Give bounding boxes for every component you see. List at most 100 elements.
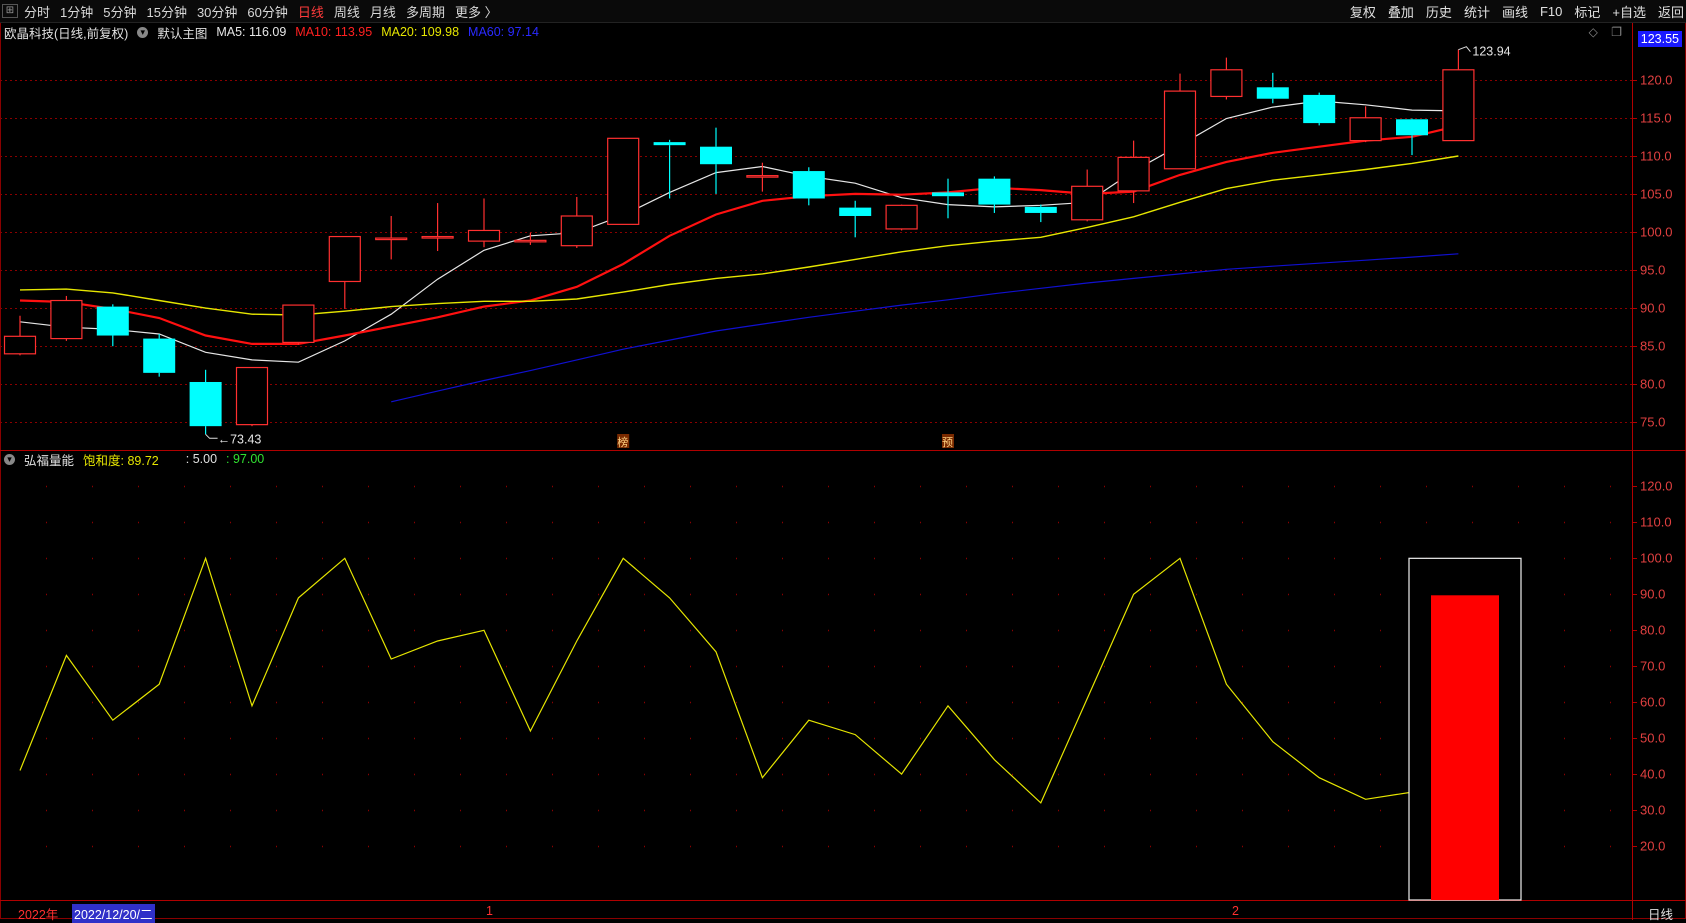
period-tab-5min[interactable]: 5分钟 — [103, 4, 137, 20]
main-axis-label: 80.0 — [1640, 377, 1665, 392]
candle — [792, 167, 825, 206]
f10-button[interactable]: F10 — [1539, 3, 1563, 19]
candle — [653, 139, 686, 199]
period-tab-30min[interactable]: 30分钟 — [196, 4, 238, 20]
candle — [1349, 106, 1382, 143]
candle-body-up — [50, 299, 83, 340]
stock-title[interactable]: 欧晶科技(日线,前复权) — [4, 26, 129, 41]
restore-icon[interactable]: ❐ — [1611, 25, 1622, 39]
max-value: : 97.00 — [226, 452, 265, 466]
period-tab-daily[interactable]: 日线 — [297, 4, 324, 20]
high-pointer — [1458, 46, 1471, 52]
candle — [421, 203, 454, 252]
ma-line-ma60 — [391, 253, 1459, 403]
candle — [978, 176, 1011, 213]
sub-axis-label: 70.0 — [1640, 659, 1665, 674]
diamond-icon[interactable]: ◇ — [1588, 25, 1598, 39]
period-tab-1min[interactable]: 1分钟 — [60, 4, 94, 20]
candle-body-up — [1349, 117, 1382, 142]
candle — [375, 215, 408, 260]
candle-body-down — [189, 381, 222, 427]
low-pointer — [205, 433, 218, 439]
footer-month-2: 2 — [1232, 904, 1239, 918]
candle-body-up — [467, 229, 501, 242]
sub-axis-label: 50.0 — [1640, 731, 1665, 746]
main-axis-label: 100.0 — [1640, 225, 1673, 240]
candle — [932, 178, 964, 219]
sub-axis-label: 80.0 — [1640, 623, 1665, 638]
period-tab-15min[interactable]: 15分钟 — [146, 4, 187, 20]
candle — [607, 137, 640, 225]
template-label[interactable]: 默认主图 — [157, 26, 208, 41]
candle-body-up — [235, 366, 269, 426]
candle-body-up — [885, 204, 918, 230]
candle-body-down — [792, 171, 825, 199]
candle — [328, 235, 361, 309]
statistics-button[interactable]: 统计 — [1463, 4, 1490, 20]
chart-tools: 复权 叠加 历史 统计 画线 F10 标记 +自选 返回 — [1338, 0, 1684, 22]
history-button[interactable]: 历史 — [1425, 4, 1452, 20]
main-axis-label: 115.0 — [1640, 111, 1672, 126]
footer-month-1: 1 — [486, 904, 493, 918]
candle — [282, 304, 315, 345]
main-axis-label: 95.0 — [1640, 263, 1665, 278]
add-watchlist-button[interactable]: +自选 — [1612, 4, 1646, 20]
candle-body-down — [839, 207, 872, 216]
candle-body-up — [607, 137, 640, 225]
saturation-value: 饱和度: 89.72 — [83, 453, 159, 468]
period-tab-fenshi[interactable]: 分时 — [24, 4, 51, 20]
candle-body-up — [560, 215, 593, 247]
mark-button[interactable]: 标记 — [1574, 4, 1601, 20]
candle-body-up — [1117, 156, 1150, 192]
event-marker-box — [942, 434, 954, 448]
overlay-button[interactable]: 叠加 — [1387, 4, 1414, 20]
sub-axis-label: 20.0 — [1640, 839, 1665, 854]
candle-body-down — [653, 142, 686, 146]
candle — [1117, 140, 1150, 204]
ma20-value: MA20: 109.98 — [381, 25, 460, 39]
indicator-name[interactable]: 弘福量能 — [24, 453, 75, 468]
candle-body-up — [1442, 69, 1475, 142]
main-axis-label: 90.0 — [1640, 301, 1665, 316]
sub-axis-label: 110.0 — [1640, 515, 1672, 530]
candle-body-up — [1163, 90, 1197, 170]
current-price-tag: 123.55 — [1637, 31, 1682, 47]
main-axis-label: 120.0 — [1640, 73, 1673, 88]
candle — [235, 366, 269, 427]
period-tab-more[interactable]: 更多 〉 — [454, 4, 498, 20]
template-dropdown-icon[interactable]: ▾ — [137, 26, 149, 38]
candle-body-down — [1396, 119, 1428, 136]
candle — [1210, 57, 1243, 100]
sub-axis-label: 120.0 — [1640, 479, 1673, 494]
sub-axis-label: 40.0 — [1640, 767, 1665, 782]
candle-body-up — [3, 335, 37, 355]
main-axis-label: 75.0 — [1640, 415, 1665, 430]
footer-year: 2022年 — [18, 908, 59, 922]
candle — [1024, 204, 1057, 223]
candle — [143, 334, 176, 377]
candle-body-up — [514, 239, 547, 243]
indicator-dropdown-icon[interactable]: ▾ — [4, 453, 15, 465]
candle — [50, 295, 83, 341]
draw-line-button[interactable]: 画线 — [1501, 4, 1528, 20]
main-axis-label: 105.0 — [1640, 187, 1673, 202]
candle — [885, 204, 918, 231]
footer-period[interactable]: 日线 — [1648, 908, 1674, 922]
window-menu-icon[interactable]: ⊞ — [2, 4, 18, 18]
period-tab-60min[interactable]: 60分钟 — [247, 4, 288, 20]
period-tab-weekly[interactable]: 周线 — [333, 4, 360, 20]
sub-axis-label: 90.0 — [1640, 587, 1665, 602]
candle — [3, 315, 37, 356]
event-marker-label: 预 — [942, 436, 953, 449]
period-tab-monthly[interactable]: 月线 — [369, 4, 396, 20]
adjust-button[interactable]: 复权 — [1349, 4, 1376, 20]
candle — [1442, 49, 1475, 142]
back-button[interactable]: 返回 — [1657, 4, 1684, 20]
candle-body-up — [1210, 69, 1243, 98]
candle-body-up — [375, 237, 408, 241]
period-tab-multi[interactable]: 多周期 — [405, 4, 445, 20]
sub-chart-legend: ▾ 弘福量能 饱和度: 89.72 : 5.00 : 97.00 — [4, 450, 273, 468]
low-price-label: ←73.43 — [218, 432, 262, 446]
ma5-value: MA5: 116.09 — [216, 25, 287, 39]
